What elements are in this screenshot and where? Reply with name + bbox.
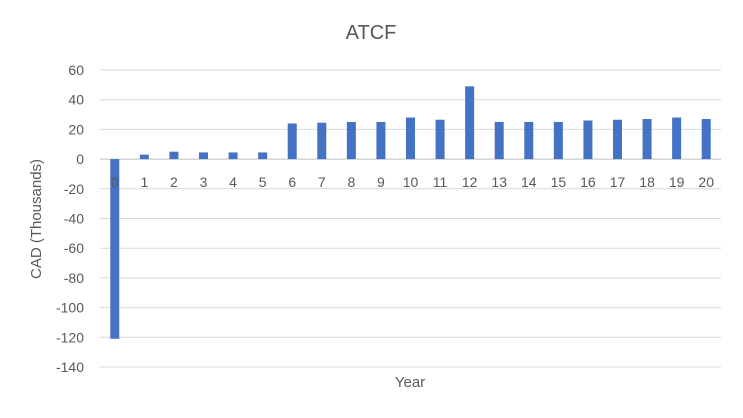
x-tick-label: 18 xyxy=(639,174,655,190)
x-tick-label: 6 xyxy=(288,174,296,190)
bar-year-7 xyxy=(317,122,327,160)
y-tick-label: -60 xyxy=(64,240,84,256)
x-tick-label: 13 xyxy=(491,174,507,190)
y-tick-label: -120 xyxy=(56,329,84,345)
bar-year-6 xyxy=(287,123,297,160)
x-axis-label: Year xyxy=(395,374,425,391)
y-tick-labels: 60 40 20 0 -20 -40 -60 -80 -100 -120 -140 xyxy=(56,62,84,375)
x-tick-label: 4 xyxy=(229,174,237,190)
x-tick-label: 17 xyxy=(610,174,626,190)
x-tick-label: 9 xyxy=(377,174,385,190)
bar-year-9 xyxy=(376,121,386,160)
bar-year-3 xyxy=(199,152,208,160)
y-tick-label: -20 xyxy=(64,181,84,197)
x-tick-label: 0 xyxy=(111,174,119,190)
y-tick-label: 0 xyxy=(76,151,84,167)
bar-year-12 xyxy=(465,86,475,160)
x-tick-label: 7 xyxy=(318,174,326,190)
y-tick-label: -140 xyxy=(56,359,84,375)
x-tick-label: 15 xyxy=(551,174,567,190)
x-tick-label: 5 xyxy=(259,174,267,190)
x-tick-label: 14 xyxy=(521,174,537,190)
chart-title: ATCF xyxy=(346,22,397,44)
x-tick-label: 20 xyxy=(698,174,714,190)
x-tick-label: 19 xyxy=(669,174,685,190)
bar-year-4 xyxy=(228,152,238,160)
bar-year-17 xyxy=(613,119,622,160)
x-tick-label: 10 xyxy=(403,174,419,190)
y-axis-label: CAD (Thousands) xyxy=(28,159,45,279)
bar-year-18 xyxy=(642,119,652,160)
x-tick-label: 12 xyxy=(462,174,478,190)
bar-year-13 xyxy=(494,121,504,160)
bar-year-14 xyxy=(524,121,534,160)
y-tick-label: 40 xyxy=(68,92,84,108)
bar-year-20 xyxy=(701,119,711,160)
y-tick-label: -100 xyxy=(56,300,84,316)
x-tick-label: 16 xyxy=(580,174,596,190)
bar-year-0 xyxy=(110,159,120,339)
y-tick-label: -80 xyxy=(64,270,84,286)
y-tick-label: -40 xyxy=(64,211,84,227)
bars xyxy=(110,86,711,339)
x-tick-label: 3 xyxy=(200,174,208,190)
bar-year-5 xyxy=(258,152,268,160)
bar-year-8 xyxy=(346,121,356,160)
bar-year-11 xyxy=(435,119,445,160)
y-tick-label: 20 xyxy=(68,121,84,137)
x-tick-label: 2 xyxy=(170,174,178,190)
bar-year-10 xyxy=(406,117,415,160)
x-tick-labels: 0 1 2 3 4 5 6 7 8 9 10 11 12 13 14 15 16 17 18 19 20 xyxy=(111,174,714,190)
x-tick-label: 8 xyxy=(347,174,355,190)
bar-year-19 xyxy=(672,117,682,160)
y-tick-label: 60 xyxy=(68,62,84,78)
bar-year-16 xyxy=(583,120,593,160)
bar-year-2 xyxy=(169,151,179,160)
x-tick-label: 11 xyxy=(433,174,448,190)
x-tick-label: 1 xyxy=(140,174,148,190)
gridlines xyxy=(100,69,721,368)
bar-year-15 xyxy=(553,121,563,160)
bar-year-1 xyxy=(139,154,149,160)
